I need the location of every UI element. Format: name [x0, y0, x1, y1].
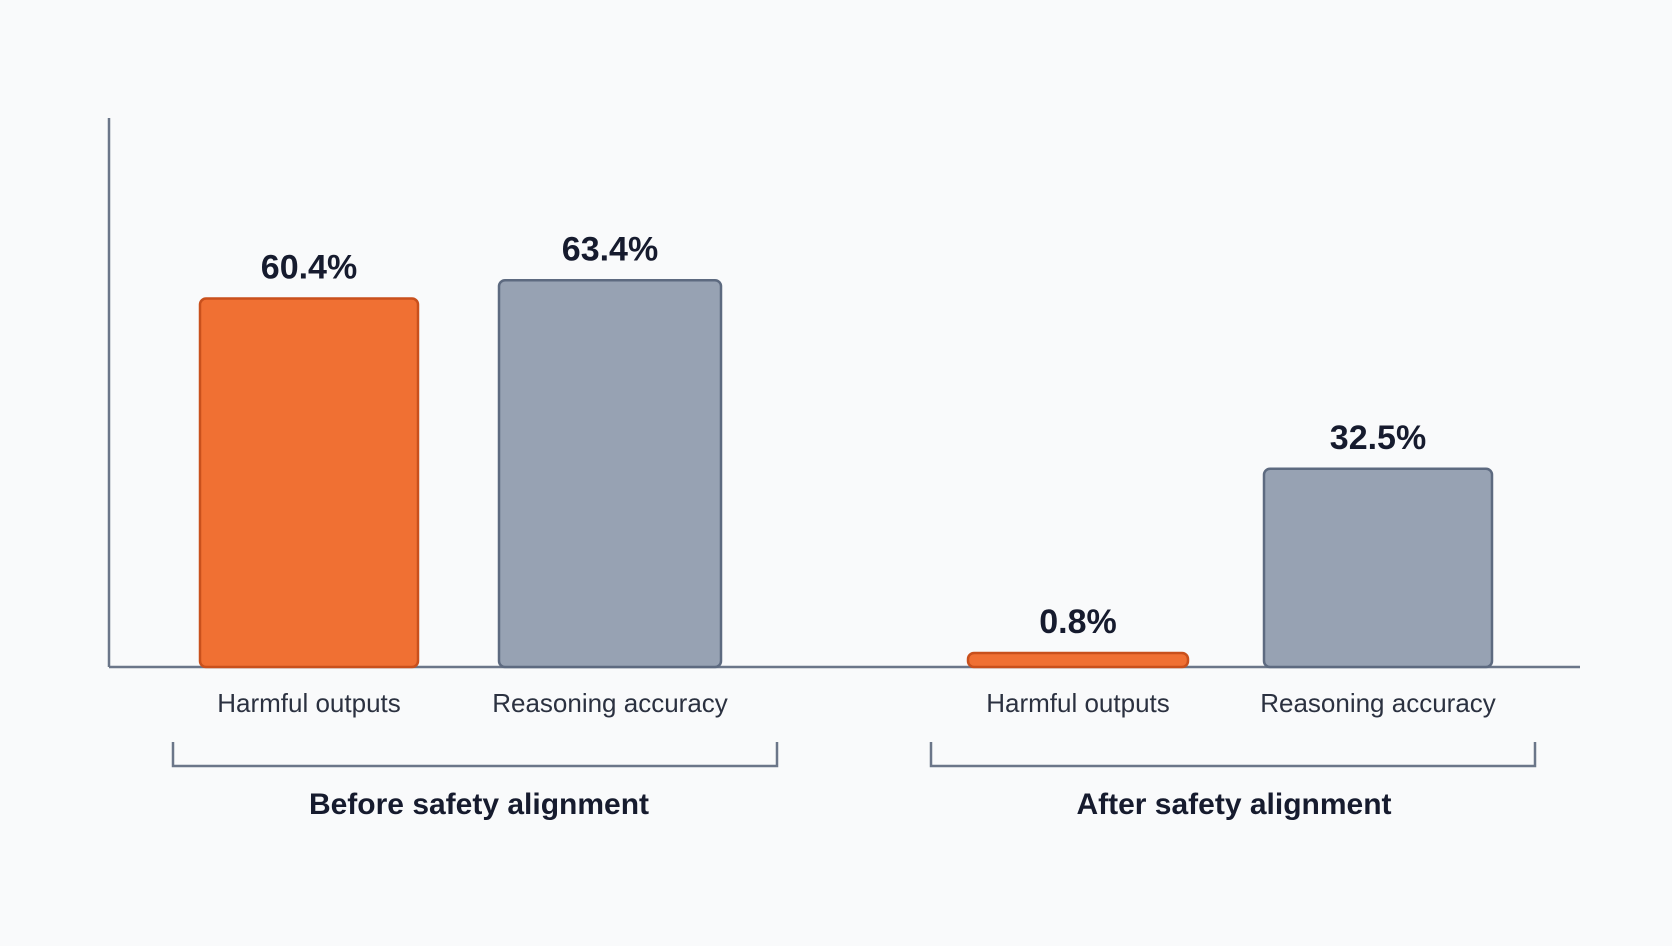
bar-after-reasoning	[1262, 467, 1494, 669]
bar-before-reasoning	[497, 279, 723, 669]
value-label-before-reasoning: 63.4%	[562, 230, 658, 268]
group-label-before: Before safety alignment	[309, 788, 649, 821]
group-label-after: After safety alignment	[1076, 788, 1391, 821]
bar-before-harmful	[198, 297, 420, 669]
category-label-before-reasoning: Reasoning accuracy	[492, 688, 728, 718]
category-labels-layer: Harmful outputs Reasoning accuracy Harmful…	[217, 688, 1496, 718]
value-labels-layer: 60.4% 63.4% 0.8% 32.5%	[261, 230, 1426, 641]
bar-after-harmful	[966, 651, 1190, 669]
group-bracket-after	[929, 742, 1537, 768]
category-label-before-harmful: Harmful outputs	[217, 688, 401, 718]
value-label-after-reasoning: 32.5%	[1330, 419, 1426, 457]
value-label-after-harmful: 0.8%	[1039, 603, 1117, 641]
value-label-before-harmful: 60.4%	[261, 249, 357, 287]
category-label-after-harmful: Harmful outputs	[986, 688, 1170, 718]
group-bracket-before	[171, 742, 779, 768]
category-label-after-reasoning: Reasoning accuracy	[1260, 688, 1496, 718]
bars-layer	[198, 279, 1494, 669]
